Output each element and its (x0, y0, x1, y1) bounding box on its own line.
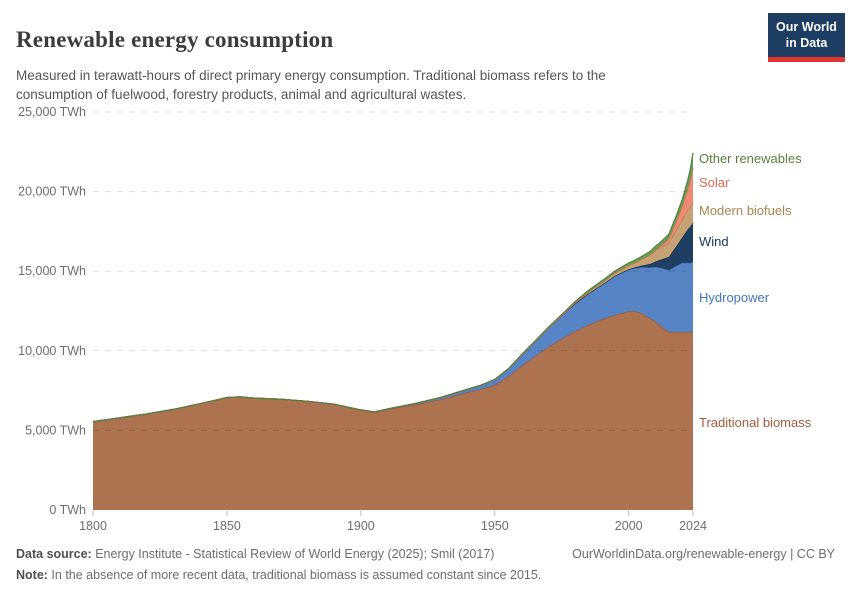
footer-source: Data source: Energy Institute - Statisti… (16, 547, 494, 561)
x-axis-label-1850: 1850 (213, 519, 241, 533)
y-axis-label-15000: 15,000 TWh (18, 264, 86, 278)
y-axis-label-10000: 10,000 TWh (18, 344, 86, 358)
footer-link[interactable]: OurWorldinData.org/renewable-energy | CC… (572, 547, 835, 561)
series-area-traditional-biomass[interactable] (93, 310, 693, 510)
owid-logo-line1: Our World (776, 20, 837, 34)
legend-item-wind[interactable]: Wind (699, 234, 729, 249)
x-axis-label-2024: 2024 (679, 519, 707, 533)
legend-item-other-renewables[interactable]: Other renewables (699, 151, 802, 166)
owid-logo-line2: in Data (785, 36, 828, 51)
owid-logo-text: Our World in Data (768, 13, 845, 57)
x-axis-label-2000: 2000 (615, 519, 643, 533)
legend-item-solar[interactable]: Solar (699, 175, 730, 190)
x-axis-label-1800: 1800 (79, 519, 107, 533)
legend-item-hydropower[interactable]: Hydropower (699, 290, 770, 305)
footer-note-label: Note: (16, 568, 48, 582)
y-axis-label-0: 0 TWh (49, 503, 86, 517)
footer-note-text: In the absence of more recent data, trad… (47, 568, 542, 582)
y-axis-label-5000: 5,000 TWh (25, 423, 86, 437)
legend-item-traditional-biomass[interactable]: Traditional biomass (699, 415, 812, 430)
series-edge-other-renewables (92, 152, 694, 423)
x-axis-label-1950: 1950 (481, 519, 509, 533)
owid-logo-red-bar (768, 56, 845, 62)
page-title: Renewable energy consumption (16, 27, 334, 53)
legend-item-modern-biofuels[interactable]: Modern biofuels (699, 203, 792, 218)
y-axis-label-20000: 20,000 TWh (18, 185, 86, 199)
page-subtitle: Measured in terawatt-hours of direct pri… (16, 67, 606, 102)
footer-source-text: Energy Institute - Statistical Review of… (91, 547, 495, 561)
y-axis-label-25000: 25,000 TWh (18, 105, 86, 119)
series-area-hydropower[interactable] (93, 261, 693, 422)
x-axis-label-1900: 1900 (347, 519, 375, 533)
footer-source-label: Data source: (16, 547, 92, 561)
footer-note: Note: In the absence of more recent data… (16, 568, 541, 582)
owid-logo[interactable]: Our World in Data (768, 13, 845, 62)
